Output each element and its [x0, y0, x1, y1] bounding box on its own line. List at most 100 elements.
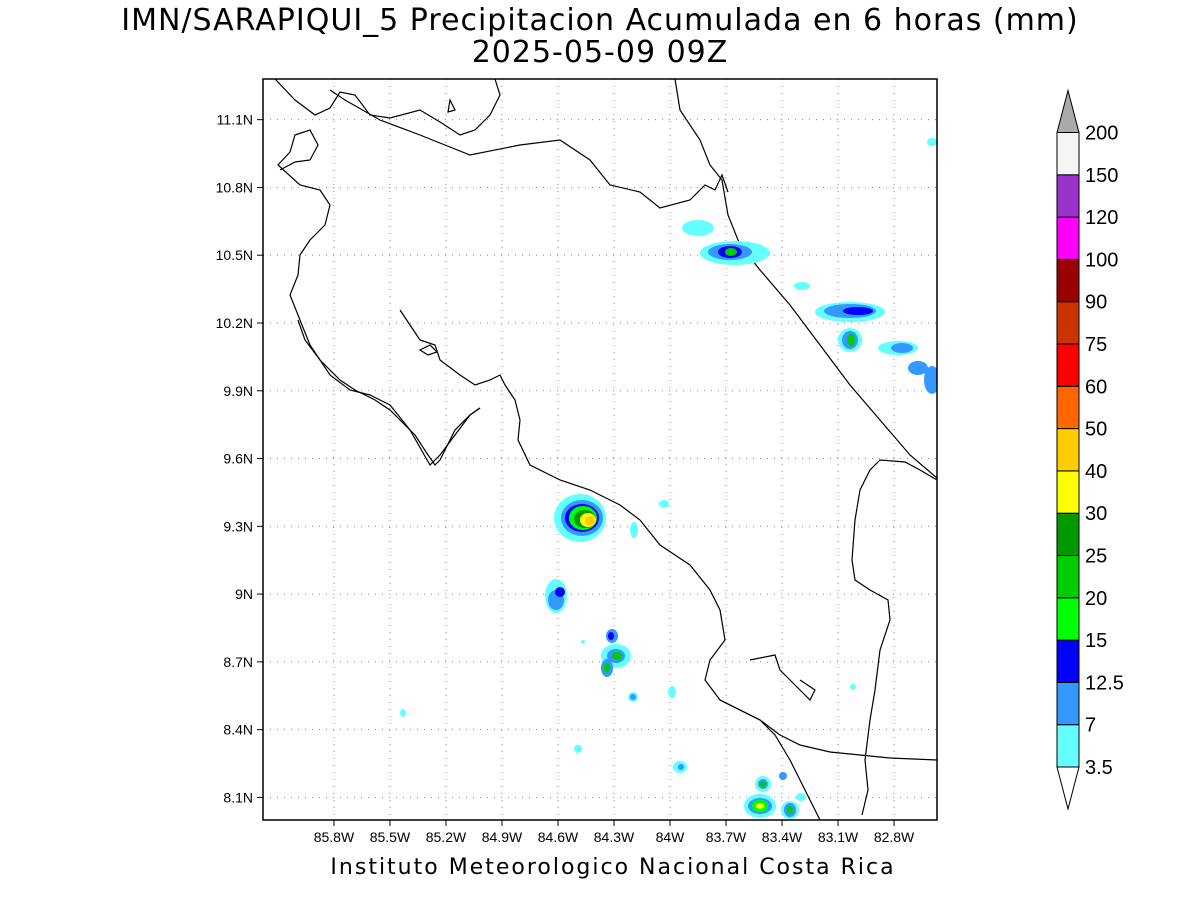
rain-cell — [725, 248, 737, 256]
y-tick-label: 10.8N — [216, 179, 253, 195]
colorbar-swatch — [1056, 343, 1080, 387]
rain-cell — [630, 522, 638, 538]
rain-cell — [924, 366, 937, 394]
map-date: 2025-05-09 09Z — [471, 35, 729, 70]
rain-cell — [555, 587, 565, 597]
colorbar-label: 30 — [1085, 503, 1107, 525]
colorbar-swatch — [1056, 681, 1080, 726]
x-tick-label: 85.8W — [314, 829, 355, 845]
rain-cell — [850, 684, 856, 690]
y-tick-label: 8.1N — [223, 789, 253, 805]
panama-border — [851, 459, 937, 816]
rain-cell — [585, 516, 595, 526]
x-tick-label: 83.1W — [818, 829, 859, 845]
colorbar-swatch — [1056, 301, 1080, 345]
caribbean-coast — [674, 79, 937, 479]
colorbar-label: 75 — [1085, 334, 1107, 356]
rain-cell — [927, 138, 937, 146]
y-tick-label: 9.6N — [223, 451, 253, 467]
colorbar-label: 60 — [1085, 376, 1107, 398]
colorbar-label: 25 — [1085, 546, 1107, 568]
small-island-2 — [447, 98, 456, 113]
colorbar-label: 90 — [1085, 292, 1107, 314]
x-tick-label: 84W — [656, 829, 686, 845]
small-island — [418, 344, 439, 356]
colorbar-label: 3.5 — [1085, 757, 1113, 779]
colorbar-swatch — [1056, 639, 1080, 683]
x-tick-label: 84.3W — [594, 829, 635, 845]
rain-cell — [608, 632, 614, 640]
colorbar-swatch — [1056, 555, 1080, 599]
colorbar-swatch — [1056, 132, 1080, 176]
rain-cell — [779, 772, 787, 780]
colorbar-label: 150 — [1085, 165, 1118, 187]
y-tick-label: 9N — [235, 586, 253, 602]
colorbar-min-arrow — [1056, 766, 1080, 811]
colorbar-swatch — [1056, 597, 1080, 641]
x-tick-label: 85.2W — [426, 829, 467, 845]
y-tick-label: 10.2N — [216, 315, 253, 331]
rain-cell — [891, 343, 913, 353]
nicoya-peninsula — [297, 319, 481, 466]
rain-cell — [796, 793, 806, 801]
rain-cell — [400, 709, 406, 717]
rain-cell — [847, 334, 855, 346]
rain-cell — [756, 803, 764, 809]
x-tick-label: 83.4W — [762, 829, 803, 845]
x-tick-label: 83.7W — [706, 829, 747, 845]
footer-credit: Instituto Meteorologico Nacional Costa R… — [330, 855, 896, 880]
rain-cell — [659, 500, 669, 508]
rain-cell — [760, 781, 766, 787]
colorbar-swatch — [1056, 385, 1080, 430]
border-north — [329, 89, 729, 209]
x-tick-label: 82.8W — [874, 829, 915, 845]
colorbar-label: 15 — [1085, 630, 1107, 652]
colorbar-label: 120 — [1085, 207, 1118, 229]
colorbar: 3.5 7 12.5 15 20 25 30 40 50 60 75 90 100 120 150 200 — [1056, 88, 1124, 811]
colorbar-label: 200 — [1085, 123, 1118, 145]
rain-cell — [678, 764, 684, 770]
colorbar-label: 20 — [1085, 588, 1107, 610]
y-tick-label: 10.5N — [216, 247, 253, 263]
y-axis: 11.1N 10.8N 10.5N 10.2N 9.9N 9.6N 9.3N 9N 8.7N 8.… — [216, 112, 263, 805]
pacific-coast-north — [277, 129, 481, 466]
southern-coast — [719, 699, 821, 820]
y-tick-label: 8.4N — [223, 722, 253, 738]
rain-cell — [574, 745, 582, 753]
y-tick-label: 11.1N — [217, 112, 253, 128]
colorbar-swatch — [1056, 724, 1080, 768]
border-nicaragua — [274, 79, 501, 136]
colorbar-swatch — [1056, 470, 1080, 514]
y-tick-label: 8.7N — [223, 654, 253, 670]
rain-cell — [668, 686, 676, 698]
nicoya-gulf — [399, 309, 937, 761]
colorbar-swatch — [1056, 174, 1080, 218]
colorbar-swatch — [1056, 216, 1080, 260]
colorbar-label: 7 — [1085, 715, 1096, 737]
rain-cell — [630, 694, 636, 700]
map-frame — [262, 78, 938, 821]
rain-cell — [843, 307, 873, 315]
x-tick-label: 84.6W — [538, 829, 579, 845]
colorbar-label: 40 — [1085, 461, 1107, 483]
rain-cell — [581, 640, 585, 644]
rain-cell — [794, 282, 810, 290]
colorbar-swatch — [1056, 258, 1080, 303]
y-tick-label: 9.9N — [223, 383, 253, 399]
rain-cell — [787, 806, 793, 814]
colorbar-label: 100 — [1085, 249, 1118, 271]
map-title: IMN/SARAPIQUI_5 Precipitacion Acumulada … — [121, 3, 1079, 38]
x-tick-label: 84.9W — [482, 829, 523, 845]
grid-lines — [263, 79, 937, 820]
colorbar-label: 12.5 — [1085, 672, 1124, 694]
colorbar-label: 50 — [1085, 419, 1107, 441]
rain-cell — [604, 663, 610, 673]
osa-peninsula — [749, 654, 816, 702]
colorbar-swatch — [1056, 512, 1080, 557]
rain-cell — [682, 220, 714, 236]
colorbar-max-arrow — [1056, 88, 1080, 133]
y-tick-label: 9.3N — [223, 518, 253, 534]
x-tick-label: 85.5W — [370, 829, 411, 845]
rain-cell — [908, 361, 928, 375]
